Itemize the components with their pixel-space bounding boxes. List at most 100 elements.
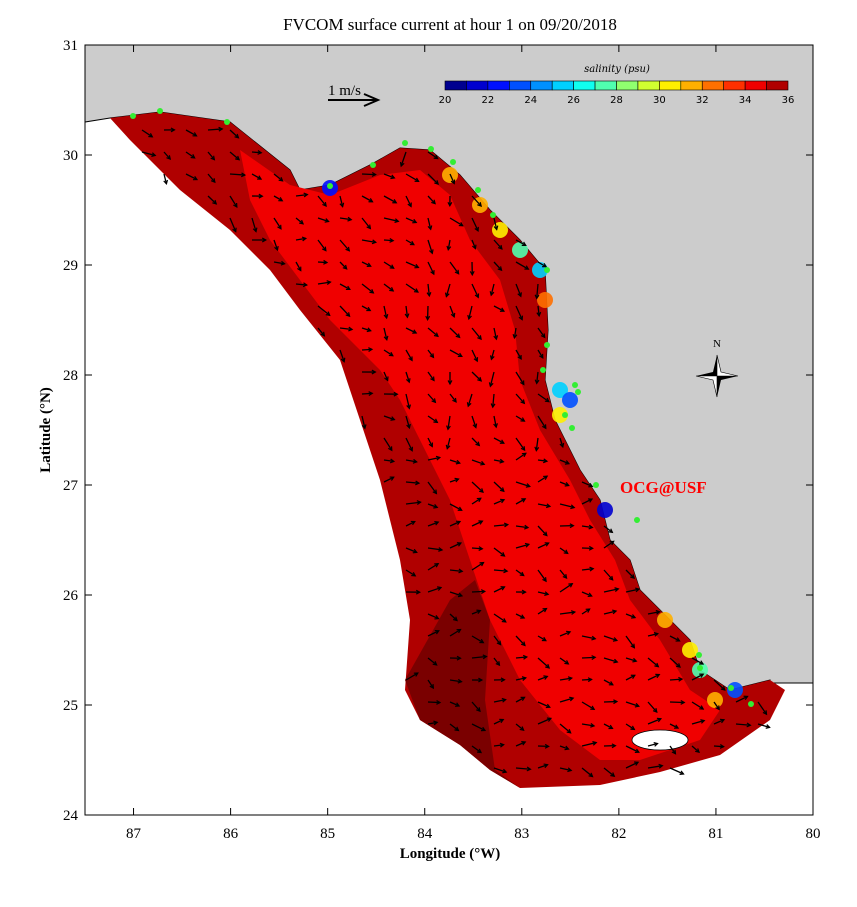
current-arrow [625, 761, 640, 769]
current-arrow [317, 217, 330, 223]
current-arrow [515, 654, 529, 660]
current-arrow [493, 718, 505, 725]
current-arrow [493, 586, 506, 593]
current-arrow [493, 498, 506, 505]
current-arrow [471, 481, 484, 494]
current-arrow [493, 657, 501, 667]
x-tick-label: 82 [611, 826, 626, 842]
current-arrow [471, 609, 482, 615]
current-arrow [537, 743, 550, 749]
colorbar-swatch [573, 80, 596, 91]
current-arrow [339, 239, 351, 252]
current-arrow [625, 657, 638, 663]
current-arrow [427, 629, 440, 637]
current-arrow [515, 741, 527, 747]
current-arrow [559, 676, 574, 682]
current-arrow [581, 722, 596, 728]
current-arrow [515, 569, 525, 577]
current-arrow [625, 635, 636, 649]
current-arrow [625, 569, 635, 580]
current-arrow [493, 217, 499, 231]
current-arrow [735, 695, 749, 703]
current-arrow [383, 458, 396, 464]
current-arrow [493, 613, 507, 623]
current-arrow [449, 261, 460, 275]
x-axis-label: Longitude (°W) [400, 846, 501, 862]
current-arrow [427, 151, 439, 160]
current-arrow [603, 743, 617, 749]
current-arrow [581, 591, 593, 598]
current-arrow [691, 657, 705, 665]
current-arrow [471, 217, 479, 233]
current-arrow [490, 393, 496, 409]
current-arrow [273, 260, 286, 266]
current-arrow [383, 237, 395, 243]
current-arrow [647, 657, 660, 668]
current-arrow [466, 393, 473, 408]
colorbar-tick-label: 30 [653, 95, 666, 106]
colorbar-swatch [766, 80, 789, 91]
current-arrow [471, 723, 487, 732]
current-arrow [559, 723, 572, 734]
current-arrow [471, 589, 487, 594]
current-arrow [383, 195, 398, 204]
current-arrow [207, 173, 216, 184]
current-arrow [515, 635, 526, 647]
current-arrow [471, 497, 482, 505]
current-arrow [493, 742, 505, 748]
current-arrow [427, 393, 437, 404]
current-arrow [273, 173, 284, 182]
current-arrow [581, 524, 594, 530]
colorbar-swatch [509, 80, 532, 91]
current-arrow [426, 283, 432, 298]
current-arrow [449, 655, 462, 661]
current-arrow [449, 349, 463, 358]
station-marker [697, 665, 703, 671]
current-arrow [493, 697, 507, 703]
current-arrow [669, 657, 681, 668]
current-arrow [625, 701, 641, 708]
current-arrow [581, 635, 597, 641]
current-arrow [515, 723, 525, 731]
current-arrow [427, 720, 439, 726]
current-arrow [361, 172, 377, 177]
current-arrow [449, 568, 464, 574]
colorbar-tick-label: 36 [782, 95, 795, 106]
colorbar-tick-label: 20 [439, 95, 452, 106]
current-arrow [537, 542, 550, 549]
current-arrow [449, 327, 461, 339]
current-arrow [471, 701, 481, 713]
current-arrow [273, 217, 282, 230]
current-arrow [488, 371, 495, 388]
current-arrow [471, 239, 477, 250]
current-arrow [185, 151, 196, 159]
current-arrow [515, 676, 527, 681]
current-arrow [449, 217, 464, 227]
current-arrow [515, 437, 526, 452]
current-arrow [493, 437, 505, 444]
current-arrow [515, 498, 527, 505]
current-arrow [493, 261, 503, 272]
current-arrow [515, 239, 527, 246]
current-arrow [405, 283, 419, 293]
current-arrow [559, 657, 570, 665]
current-arrow [449, 591, 464, 598]
current-arrow [361, 239, 378, 245]
colorbar-swatch [444, 80, 467, 91]
station-marker [157, 108, 163, 114]
current-arrow [691, 745, 701, 754]
current-arrow [447, 371, 453, 386]
current-arrow [295, 282, 309, 288]
current-vectors [141, 126, 771, 778]
current-arrow [603, 679, 614, 686]
station-marker [748, 701, 754, 707]
scale-arrow: 1 m/s [328, 83, 381, 107]
current-arrow [537, 327, 546, 339]
current-arrow [559, 523, 575, 529]
current-arrow [383, 327, 389, 341]
current-arrow [361, 195, 374, 203]
current-arrow [361, 415, 367, 430]
current-arrow [537, 591, 550, 597]
current-arrow [471, 654, 488, 660]
